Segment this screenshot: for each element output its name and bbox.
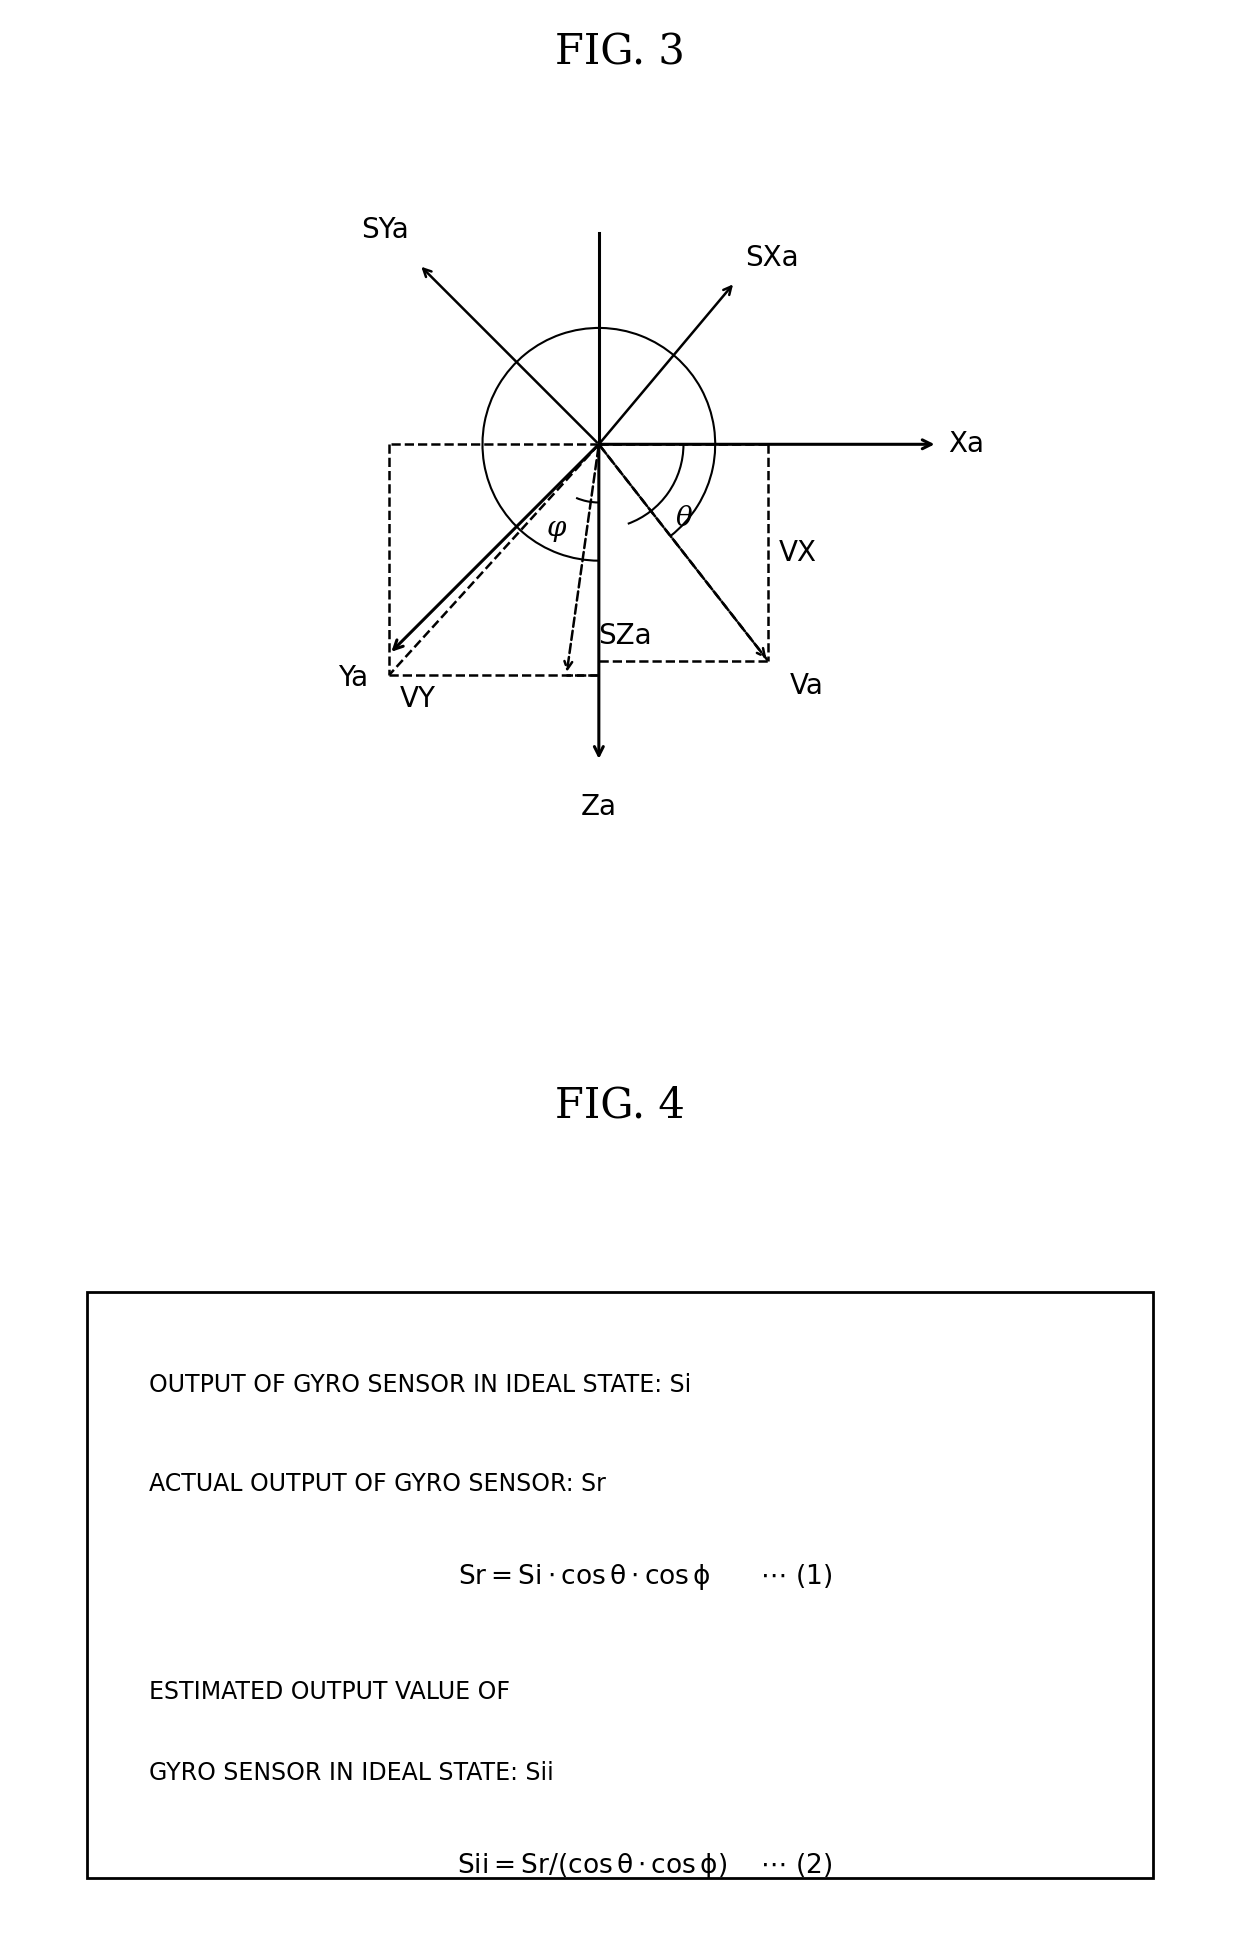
Text: SZa: SZa xyxy=(598,621,652,650)
Text: $\mathrm{Sr = Si \cdot cos\,\theta \cdot cos\,\phi}$      $\cdots$ (1): $\mathrm{Sr = Si \cdot cos\,\theta \cdot… xyxy=(458,1563,832,1593)
Text: θ: θ xyxy=(675,505,692,531)
Text: φ: φ xyxy=(547,515,567,543)
Text: ESTIMATED OUTPUT VALUE OF: ESTIMATED OUTPUT VALUE OF xyxy=(149,1679,510,1704)
Text: SYa: SYa xyxy=(361,215,409,243)
Text: Va: Va xyxy=(790,672,823,699)
Text: GYRO SENSOR IN IDEAL STATE: Sii: GYRO SENSOR IN IDEAL STATE: Sii xyxy=(149,1761,553,1785)
Text: Za: Za xyxy=(580,793,616,821)
Text: SXa: SXa xyxy=(745,243,799,272)
Text: OUTPUT OF GYRO SENSOR IN IDEAL STATE: Si: OUTPUT OF GYRO SENSOR IN IDEAL STATE: Si xyxy=(149,1373,691,1397)
Text: FIG. 4: FIG. 4 xyxy=(556,1085,684,1126)
Text: VX: VX xyxy=(779,539,817,566)
Text: Xa: Xa xyxy=(947,431,983,458)
Text: $\mathrm{Sii = Sr/(cos\,\theta \cdot cos\,\phi)}$    $\cdots$ (2): $\mathrm{Sii = Sr/(cos\,\theta \cdot cos… xyxy=(458,1851,832,1881)
Text: FIG. 3: FIG. 3 xyxy=(556,31,684,74)
Text: VY: VY xyxy=(401,686,436,713)
Text: ACTUAL OUTPUT OF GYRO SENSOR: Sr: ACTUAL OUTPUT OF GYRO SENSOR: Sr xyxy=(149,1473,605,1497)
Bar xyxy=(87,1293,1153,1879)
Text: Ya: Ya xyxy=(339,664,368,692)
